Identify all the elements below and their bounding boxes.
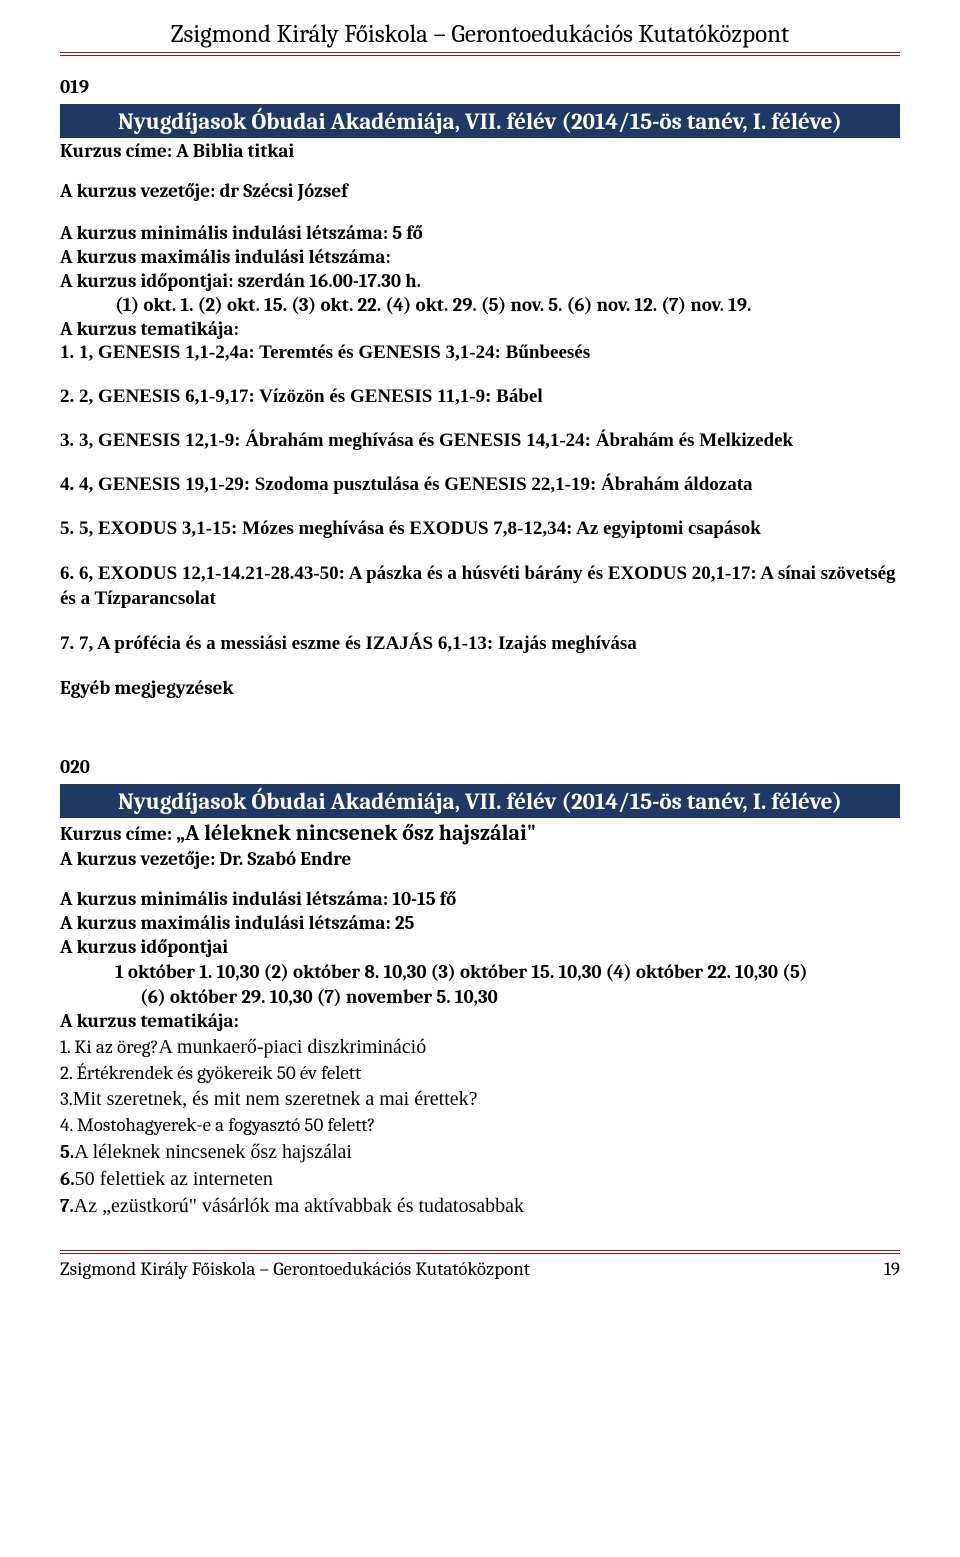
footer-left: Zsigmond Király Főiskola – Gerontoedukác… [60, 1258, 530, 1280]
course-leader-019: A kurzus vezetője: dr Szécsi József [60, 180, 900, 202]
c2-t6-b: 50 felettiek az interneten [75, 1168, 273, 1190]
course-id-020: 020 [60, 756, 900, 778]
leader-value: dr Szécsi József [220, 180, 348, 202]
footer-page-number: 19 [884, 1258, 900, 1280]
c2-t3-b: Mit szeretnek, és mit nem szeretnek a ma… [73, 1088, 478, 1110]
course-title-label-020: Kurzus címe: [60, 823, 172, 845]
c2-t5-a: 5. [60, 1141, 74, 1163]
schedule-line2-020: (6) október 29. 10,30 (7) november 5. 10… [60, 985, 900, 1010]
c2-topic-6: 6.50 felettiek az interneten [60, 1166, 900, 1193]
course-title-value: A Biblia titkai [176, 140, 294, 162]
schedule-line1-020: 1 október 1. 10,30 (2) október 8. 10,30 … [60, 960, 900, 985]
c2-t3-a: 3. [60, 1088, 73, 1110]
page-footer: Zsigmond Király Főiskola – Gerontoedukác… [60, 1250, 900, 1280]
c2-topic-1: 1. Ki az öreg?A munkaerő-piaci diszkrimi… [60, 1034, 900, 1061]
course-title-value-020: „A léleknek nincsenek ősz hajszálai" [176, 820, 536, 846]
topic-1: 1. 1, GENESIS 1,1-2,4a: Teremtés és GENE… [60, 342, 900, 364]
course-title-label: Kurzus címe: [60, 140, 172, 162]
c2-topic-7: 7.Az „ezüstkorú" vásárlók ma aktívabbak … [60, 1193, 900, 1220]
course-leader-020: A kurzus vezetője: Dr. Szabó Endre [60, 848, 900, 870]
c2-topic-3: 3.Mit szeretnek, és mit nem szeretnek a … [60, 1086, 900, 1113]
max-enroll-020: A kurzus maximális indulási létszáma: 25 [60, 912, 900, 934]
topic-3: 3. 3, GENESIS 12,1-9: Ábrahám meghívása … [60, 430, 900, 452]
topic-2: 2. 2, GENESIS 6,1-9,17: Vízözön és GENES… [60, 386, 900, 408]
course-title-020: Kurzus címe: „A léleknek nincsenek ősz h… [60, 820, 900, 846]
notes-label-019: Egyéb megjegyzések [60, 677, 900, 699]
page-header-title: Zsigmond Király Főiskola – Gerontoedukác… [60, 20, 900, 56]
topic-6: 6. 6, EXODUS 12,1-14.21-28.43-50: A pász… [60, 562, 900, 611]
course-id-019: 019 [60, 76, 900, 98]
topic-7: 7. 7, A prófécia és a messiási eszme és … [60, 633, 900, 655]
min-enroll-019: A kurzus minimális indulási létszáma: 5 … [60, 222, 900, 244]
c2-t7-a: 7. [60, 1195, 74, 1217]
topic-4: 4. 4, GENESIS 19,1-29: Szodoma pusztulás… [60, 474, 900, 496]
course-banner-019: Nyugdíjasok Óbudai Akadémiája, VII. félé… [60, 104, 900, 138]
topic-list-020: 1. Ki az öreg?A munkaerő-piaci diszkrimi… [60, 1034, 900, 1220]
c2-topic-4: 4. Mostohagyerek-e a fogyasztó 50 felett… [60, 1113, 900, 1139]
c2-t7-b: Az „ezüstkorú" vásárlók ma aktívabbak és… [74, 1195, 524, 1217]
schedule-label-019: A kurzus időpontjai: szerdán 16.00-17.30… [60, 270, 900, 292]
schedule-dates-019: (1) okt. 1. (2) okt. 15. (3) okt. 22. (4… [60, 294, 900, 316]
c2-t1-a: 1. Ki az öreg? [60, 1036, 159, 1058]
c2-topic-5: 5.A léleknek nincsenek ősz hajszálai [60, 1139, 900, 1166]
course-title-019: Kurzus címe: A Biblia titkai [60, 140, 900, 162]
c2-topic-2: 2. Értékrendek és gyökereik 50 év felett [60, 1061, 900, 1087]
c2-t5-b: A léleknek nincsenek ősz hajszálai [74, 1141, 352, 1163]
topics-label-019: A kurzus tematikája: [60, 318, 900, 340]
topic-5: 5. 5, EXODUS 3,1-15: Mózes meghívása és … [60, 518, 900, 540]
c2-t6-a: 6. [60, 1168, 75, 1190]
schedule-label-020: A kurzus időpontjai [60, 936, 900, 958]
max-enroll-019: A kurzus maximális indulási létszáma: [60, 246, 900, 268]
course-banner-020: Nyugdíjasok Óbudai Akadémiája, VII. félé… [60, 784, 900, 818]
leader-label: A kurzus vezetője: [60, 180, 215, 202]
topics-label-020: A kurzus tematikája: [60, 1010, 900, 1032]
min-enroll-020: A kurzus minimális indulási létszáma: 10… [60, 888, 900, 910]
c2-t1-b: A munkaerő-piaci diszkrimináció [159, 1036, 427, 1058]
